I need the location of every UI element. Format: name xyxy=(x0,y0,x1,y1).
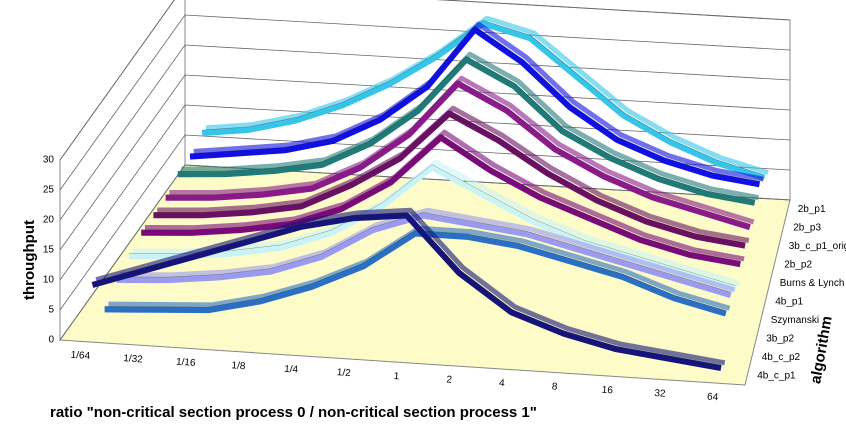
grid-line xyxy=(59,14,791,191)
ribbon-edge xyxy=(153,110,746,243)
legend-label: 3b_p2 xyxy=(766,333,794,344)
ribbon-top xyxy=(144,129,745,262)
grid-line xyxy=(59,44,791,221)
y-tick-label: 20 xyxy=(43,215,55,226)
legend-label: 3b_c_p1_orig xyxy=(789,241,846,252)
legend-label: Szymanski xyxy=(771,315,819,326)
ribbon-edge xyxy=(104,230,726,311)
legend-label: 4b_c_p1 xyxy=(757,370,796,381)
ribbon-top xyxy=(95,207,726,366)
ribbon xyxy=(141,134,741,268)
x-tick-label: 1/32 xyxy=(123,353,144,365)
y-tick-label: 25 xyxy=(43,185,55,196)
ribbon xyxy=(177,56,756,206)
legend-label: Burns & Lynch xyxy=(780,278,845,289)
x-tick-label: 1/8 xyxy=(231,360,246,372)
ribbon-edge xyxy=(165,80,750,225)
x-tick-label: 1/4 xyxy=(284,364,299,376)
ribbon xyxy=(165,80,751,231)
legend-label: 2b_p2 xyxy=(784,259,812,270)
x-tick-label: 2 xyxy=(446,374,453,385)
ribbon xyxy=(104,230,727,317)
grid-line xyxy=(59,104,791,281)
grid-line xyxy=(59,74,791,251)
x-tick-label: 1/64 xyxy=(70,350,91,362)
ribbon xyxy=(153,110,746,249)
ribbon-edge xyxy=(141,134,741,262)
x-tick-label: 32 xyxy=(654,388,666,400)
y-axis-title: throughput xyxy=(21,220,38,300)
ribbon-edge xyxy=(129,164,736,286)
ribbon-edge xyxy=(92,212,722,366)
legend-label: 2b_p1 xyxy=(798,204,826,215)
ribbon-top xyxy=(157,105,750,243)
ribbon-edge xyxy=(189,26,760,182)
y-tick-label: 30 xyxy=(43,155,55,166)
y-tick-label: 5 xyxy=(48,305,54,316)
x-tick-label: 1/2 xyxy=(336,367,351,379)
y-tick-label: 10 xyxy=(43,275,55,286)
ribbon-edge xyxy=(116,212,731,293)
x-tick-label: 64 xyxy=(707,392,719,404)
ribbon-top xyxy=(181,51,759,201)
ribbon-top xyxy=(120,207,736,293)
ribbon-top xyxy=(193,21,764,182)
y-tick-label: 0 xyxy=(48,335,54,346)
ribbon-top xyxy=(205,15,769,176)
ribbon xyxy=(91,212,722,371)
x-tick-label: 16 xyxy=(601,385,613,397)
grid-line xyxy=(59,0,791,161)
ribbon xyxy=(201,20,766,181)
y-tick-label: 15 xyxy=(43,245,55,256)
x-tick-label: 4 xyxy=(499,378,506,389)
ribbon-edge xyxy=(177,56,755,201)
legend-label: 4b_p1 xyxy=(775,296,803,307)
x-tick-label: 8 xyxy=(551,381,558,392)
x-tick-label: 1 xyxy=(393,371,400,382)
ribbon xyxy=(189,26,761,188)
ribbon-top xyxy=(169,75,755,225)
ribbon xyxy=(116,212,732,298)
ribbon-edge xyxy=(202,20,765,176)
legend-label: 2b_p3 xyxy=(793,222,821,233)
x-axis-title: ratio "non-critical section process 0 / … xyxy=(50,404,537,421)
x-tick-label: 1/16 xyxy=(176,357,197,369)
legend-label: 4b_c_p2 xyxy=(762,352,801,363)
